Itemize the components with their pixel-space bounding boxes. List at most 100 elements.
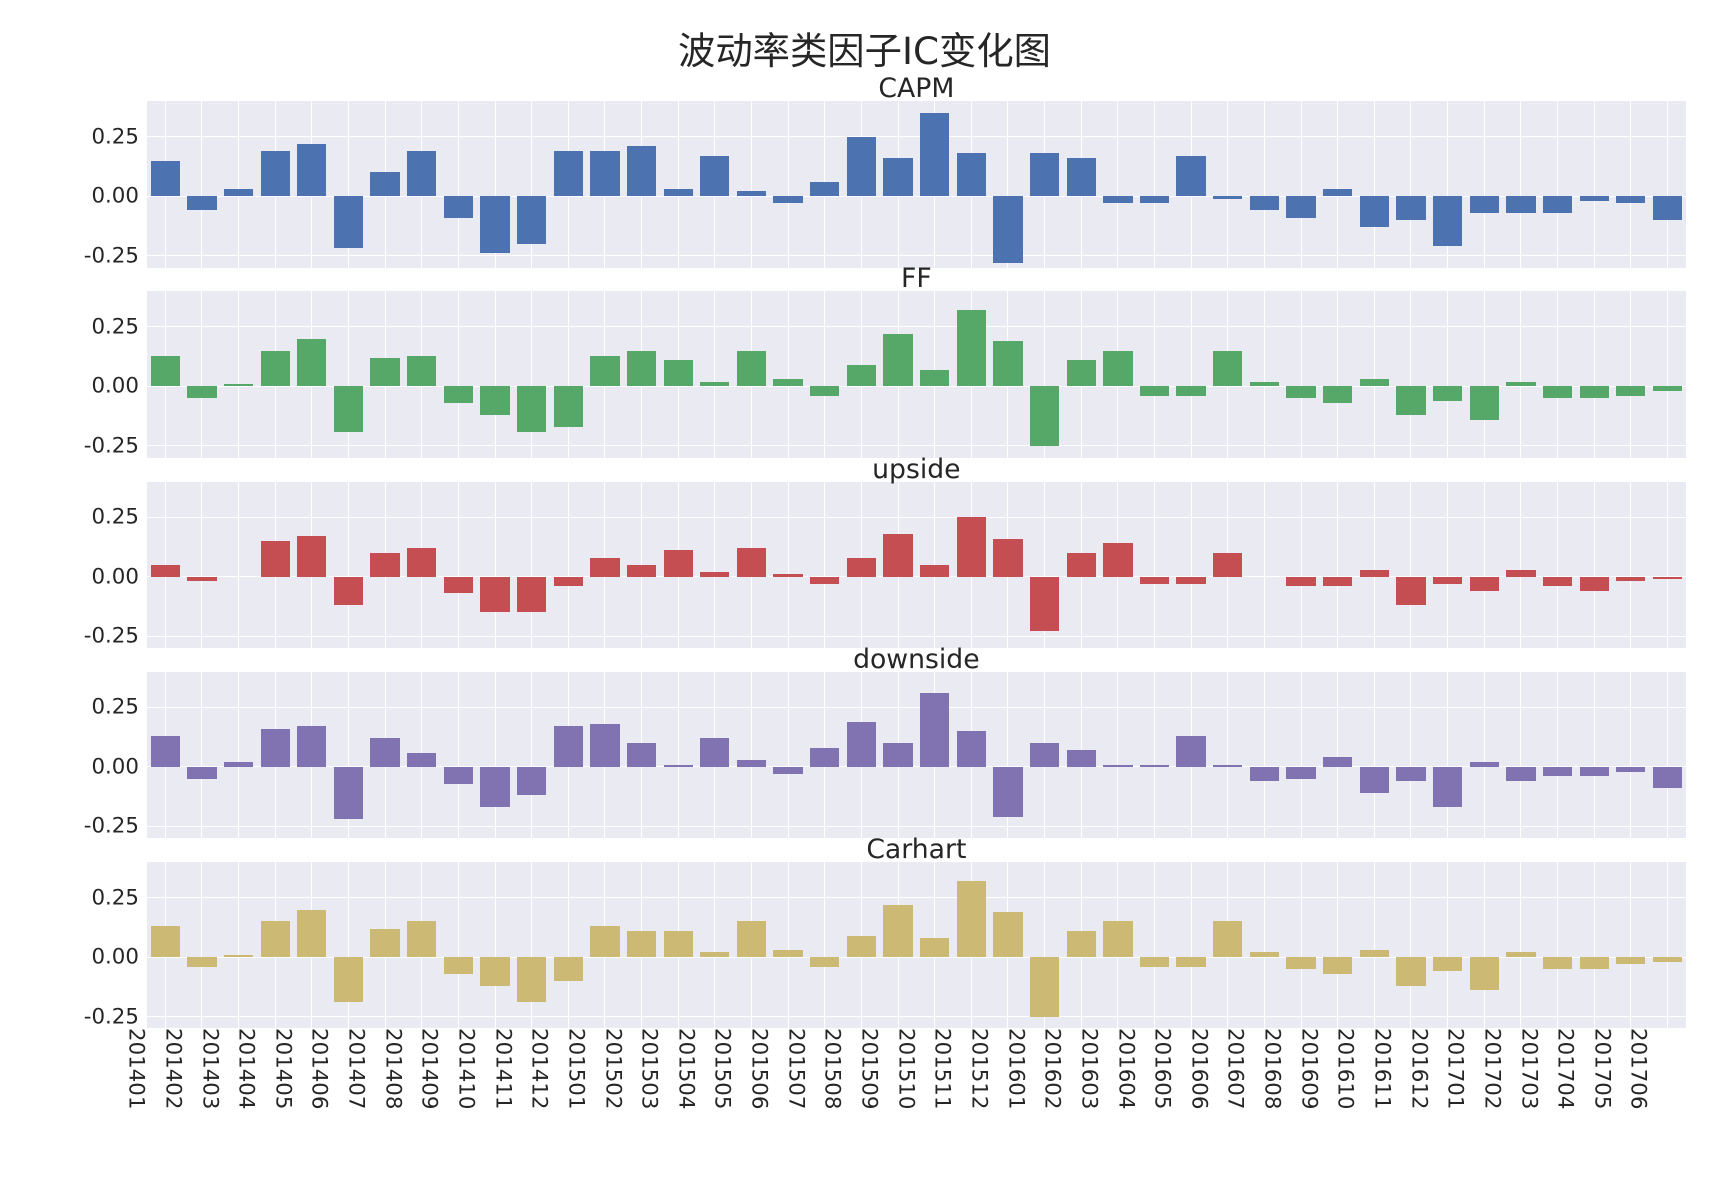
- bar: [224, 189, 253, 196]
- xtick-label: 201701: [1443, 1028, 1474, 1109]
- ytick-label: 0.00: [91, 374, 147, 399]
- bar: [737, 191, 766, 196]
- xtick-label: 201405: [270, 1028, 301, 1109]
- xtick-label: 201706: [1626, 1028, 1657, 1109]
- xtick-label: 201703: [1516, 1028, 1547, 1109]
- bar: [737, 760, 766, 767]
- bar: [1176, 386, 1205, 396]
- bar: [151, 356, 180, 387]
- bar: [1067, 158, 1096, 196]
- bar: [261, 351, 290, 387]
- xtick-label: 201411: [490, 1028, 521, 1109]
- bar: [847, 365, 876, 386]
- xtick-label: 201502: [600, 1028, 631, 1109]
- bar: [1103, 921, 1132, 957]
- bar: [1213, 351, 1242, 387]
- bar: [1580, 577, 1609, 591]
- bar: [151, 736, 180, 767]
- bar: [261, 921, 290, 957]
- xtick-label: 201606: [1186, 1028, 1217, 1109]
- bar: [480, 957, 509, 986]
- bar: [1323, 577, 1352, 587]
- bar: [737, 351, 766, 387]
- xtick-label: 201510: [893, 1028, 924, 1109]
- bar: [1360, 767, 1389, 793]
- bar: [1067, 553, 1096, 577]
- bar: [1580, 957, 1609, 969]
- bar: [590, 151, 619, 196]
- bar: [517, 577, 546, 613]
- xtick-label: 201604: [1113, 1028, 1144, 1109]
- bar: [1030, 743, 1059, 767]
- ytick-label: 0.25: [91, 314, 147, 339]
- ytick-label: -0.25: [84, 624, 147, 649]
- bar: [847, 558, 876, 577]
- bar: [1286, 196, 1315, 217]
- bar: [993, 767, 1022, 817]
- bar: [370, 929, 399, 958]
- xtick-label: 201509: [856, 1028, 887, 1109]
- bar: [1433, 386, 1462, 400]
- bar: [187, 386, 216, 398]
- bar: [810, 957, 839, 967]
- bar: [261, 729, 290, 767]
- bar: [1396, 767, 1425, 781]
- bar: [1067, 931, 1096, 957]
- bar: [1580, 196, 1609, 201]
- xtick-label: 201406: [307, 1028, 338, 1109]
- bar: [1616, 577, 1645, 582]
- xtick-label: 201512: [966, 1028, 997, 1109]
- bar: [1213, 921, 1242, 957]
- bar: [187, 767, 216, 779]
- bar: [627, 931, 656, 957]
- bar: [517, 767, 546, 796]
- bar: [957, 153, 986, 196]
- ytick-label: 0.25: [91, 885, 147, 910]
- bar: [1103, 196, 1132, 203]
- bar: [1250, 382, 1279, 387]
- bar: [773, 196, 802, 203]
- bar: [993, 341, 1022, 386]
- xtick-label: 201506: [746, 1028, 777, 1109]
- bar: [370, 738, 399, 767]
- bar: [664, 189, 693, 196]
- bar: [187, 957, 216, 967]
- bar: [151, 161, 180, 197]
- bar: [810, 386, 839, 396]
- bar: [1030, 577, 1059, 632]
- bar: [1653, 386, 1682, 391]
- bar: [627, 146, 656, 196]
- bar: [664, 550, 693, 576]
- xtick-label: 201412: [527, 1028, 558, 1109]
- bar: [407, 753, 436, 767]
- bar: [773, 767, 802, 774]
- ytick-label: 0.25: [91, 695, 147, 720]
- bar: [444, 577, 473, 594]
- bar: [1616, 957, 1645, 964]
- bar: [1580, 386, 1609, 398]
- bar: [554, 577, 583, 587]
- bar: [664, 765, 693, 767]
- bar: [444, 196, 473, 217]
- bar: [334, 957, 363, 1002]
- bar: [187, 196, 216, 210]
- bar: [920, 565, 949, 577]
- bar: [480, 196, 509, 253]
- bar: [700, 738, 729, 767]
- bar: [1360, 196, 1389, 227]
- bar: [993, 912, 1022, 957]
- bar: [224, 955, 253, 957]
- bar: [1103, 351, 1132, 387]
- bar: [1543, 577, 1572, 587]
- xtick-label: 201608: [1259, 1028, 1290, 1109]
- bar: [1653, 577, 1682, 579]
- bar: [1396, 196, 1425, 220]
- bar: [1616, 767, 1645, 772]
- bar: [1323, 957, 1352, 974]
- bar: [261, 541, 290, 577]
- bar: [334, 386, 363, 431]
- bar: [920, 693, 949, 767]
- ytick-label: 0.00: [91, 184, 147, 209]
- bar: [1176, 736, 1205, 767]
- bar: [664, 931, 693, 957]
